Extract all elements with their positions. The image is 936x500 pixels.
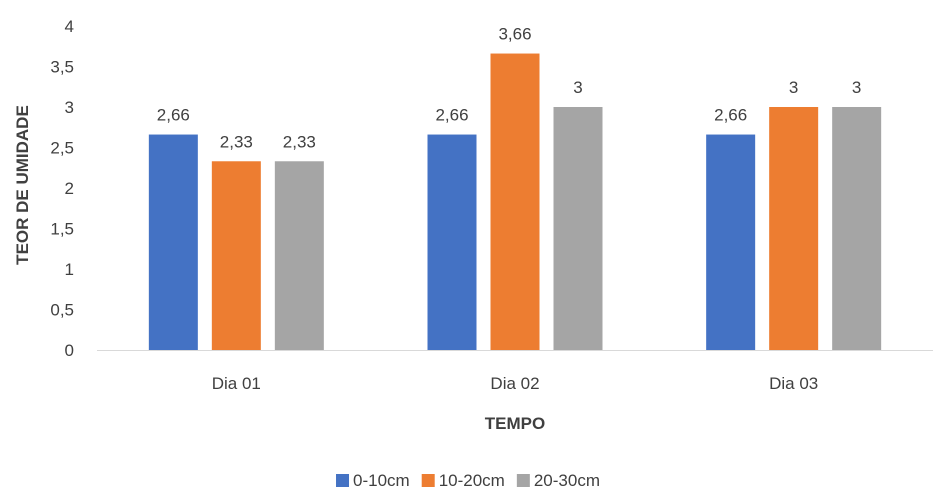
- y-tick-label: 1,5: [50, 220, 74, 239]
- data-label: 2,33: [220, 132, 253, 151]
- y-tick-label: 1: [65, 260, 74, 279]
- bar-10-20cm-dia-03: [769, 107, 819, 350]
- data-label: 2,66: [714, 106, 747, 125]
- legend-swatch: [421, 474, 435, 487]
- legend: 0-10cm 10-20cm 20-30cm: [336, 471, 600, 490]
- bar-10-20cm-dia-02: [490, 53, 540, 350]
- bar-0-10cm-dia-02: [427, 134, 477, 350]
- data-label: 3,66: [498, 25, 531, 44]
- y-axis-title: TEOR DE UMIDADE: [13, 105, 32, 265]
- x-tick-label: Dia 02: [490, 374, 539, 393]
- data-label: 3: [573, 78, 582, 97]
- x-axis-title: TEMPO: [485, 414, 545, 433]
- y-axis-ticks: 0 0,5 1 1,5 2 2,5 3 3,5 4: [50, 17, 74, 360]
- bar-10-20cm-dia-01: [211, 161, 261, 350]
- y-tick-label: 4: [65, 17, 74, 36]
- data-label: 3: [789, 78, 798, 97]
- data-label: 2,66: [157, 106, 190, 125]
- y-tick-label: 2,5: [50, 139, 74, 158]
- legend-swatch: [516, 474, 530, 487]
- y-tick-label: 3: [65, 98, 74, 117]
- legend-swatch: [336, 474, 350, 487]
- x-tick-label: Dia 01: [212, 374, 261, 393]
- x-tick-label: Dia 03: [769, 374, 818, 393]
- data-labels: 2,66 2,33 2,33 2,66 3,66 3 2,66 3 3: [157, 25, 862, 152]
- bar-20-30cm-dia-02: [553, 107, 603, 350]
- y-tick-label: 0: [65, 341, 74, 360]
- legend-label: 10-20cm: [439, 471, 505, 490]
- bar-20-30cm-dia-01: [274, 161, 324, 350]
- y-tick-label: 2: [65, 179, 74, 198]
- bar-0-10cm-dia-01: [148, 134, 198, 350]
- bar-20-30cm-dia-03: [832, 107, 882, 350]
- data-label: 2,66: [435, 106, 468, 125]
- x-axis-ticks: Dia 01 Dia 02 Dia 03: [212, 374, 818, 393]
- legend-label: 20-30cm: [534, 471, 600, 490]
- y-tick-label: 0,5: [50, 301, 74, 320]
- bar-0-10cm-dia-03: [706, 134, 756, 350]
- legend-label: 0-10cm: [353, 471, 410, 490]
- data-label: 3: [852, 78, 861, 97]
- data-label: 2,33: [283, 132, 316, 151]
- bars: [148, 53, 882, 350]
- y-tick-label: 3,5: [50, 58, 74, 77]
